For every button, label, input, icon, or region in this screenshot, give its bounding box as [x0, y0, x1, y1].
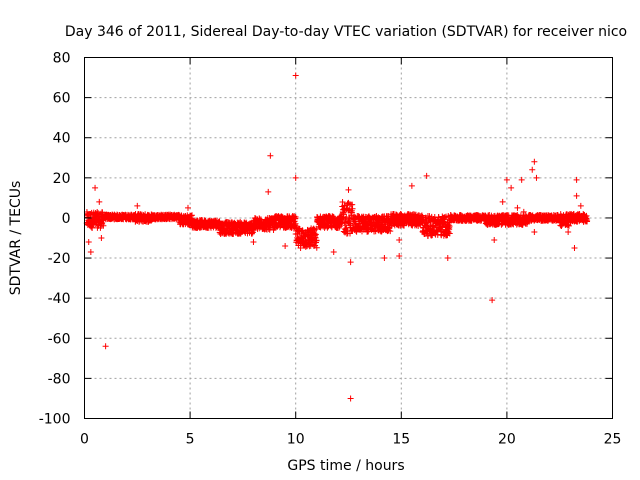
outlier-point	[520, 208, 527, 215]
band-point	[313, 244, 320, 251]
outlier-point	[330, 249, 337, 256]
band-point	[335, 224, 342, 231]
outlier-point	[499, 198, 506, 205]
y-tick-label: 40	[53, 131, 71, 147]
chart-title: Day 346 of 2011, Sidereal Day-to-day VTE…	[65, 24, 627, 40]
y-tick-label: 80	[53, 51, 71, 67]
band-point	[339, 215, 346, 222]
band-point	[265, 225, 272, 232]
outlier-point	[347, 395, 354, 402]
outlier-point	[87, 249, 94, 256]
outlier-point	[531, 158, 538, 165]
outlier-point	[292, 72, 299, 79]
band-point	[313, 237, 320, 244]
outlier-point	[347, 259, 354, 266]
band-point	[292, 214, 299, 221]
outlier-point	[184, 204, 191, 211]
outlier-point	[292, 174, 299, 181]
outlier-point	[571, 245, 578, 252]
x-tick-label: 20	[498, 432, 516, 448]
outlier-point	[85, 239, 92, 246]
outlier-point	[396, 253, 403, 260]
outlier-point	[489, 297, 496, 304]
x-tick-label: 15	[392, 432, 410, 448]
outlier-point	[282, 243, 289, 250]
y-tick-label: -80	[48, 371, 71, 387]
band-point	[340, 211, 347, 218]
outlier-point	[345, 186, 352, 193]
outlier-point	[265, 188, 272, 195]
plot-frame	[84, 57, 613, 419]
outlier-point	[102, 343, 109, 350]
outlier-point	[134, 202, 141, 209]
x-tick-label: 25	[604, 432, 622, 448]
band-point	[445, 229, 452, 236]
outlier-point	[444, 255, 451, 262]
outlier-point	[267, 152, 274, 159]
band-point	[349, 205, 356, 212]
x-tick-label: 0	[80, 432, 89, 448]
outlier-point	[531, 228, 538, 235]
outlier-point	[396, 237, 403, 244]
band-point	[348, 209, 355, 216]
band-point	[339, 199, 346, 206]
outlier-point	[573, 176, 580, 183]
grid	[84, 57, 613, 419]
band-point	[446, 223, 453, 230]
band-point	[584, 217, 591, 224]
band-point	[565, 222, 572, 229]
y-axis-label: SDTVAR / TECUs	[8, 181, 24, 296]
x-tick-label: 5	[186, 432, 195, 448]
data-points	[83, 72, 591, 402]
y-tick-label: 60	[53, 91, 71, 107]
band-point	[187, 212, 194, 219]
x-axis-label: GPS time / hours	[287, 458, 404, 474]
y-tick-label: -40	[48, 291, 71, 307]
outlier-point	[508, 184, 515, 191]
outlier-point	[503, 176, 510, 183]
outlier-point	[92, 184, 99, 191]
band-point	[188, 212, 195, 219]
band-point	[387, 228, 394, 235]
outlier-point	[565, 228, 572, 235]
outlier-point	[514, 204, 521, 211]
band-point	[291, 222, 298, 229]
y-tick-label: -60	[48, 331, 71, 347]
outlier-point	[96, 198, 103, 205]
outlier-point	[529, 166, 536, 173]
outlier-point	[518, 176, 525, 183]
band-point	[446, 230, 453, 237]
outlier-point	[491, 237, 498, 244]
y-tick-label: 0	[62, 211, 71, 227]
outlier-point	[250, 239, 257, 246]
y-tick-label: -20	[48, 251, 71, 267]
band-point	[347, 230, 354, 237]
outlier-point	[423, 172, 430, 179]
band-point	[428, 223, 435, 230]
outlier-point	[577, 202, 584, 209]
outlier-point	[408, 182, 415, 189]
band-point	[312, 231, 319, 238]
y-tick-label: 20	[53, 171, 71, 187]
axis-ticks: -100 -80 -60 -40 -20 0 20 40 60 80 0 5 10 15 20 25	[39, 51, 622, 448]
x-tick-label: 10	[287, 432, 305, 448]
band-point	[100, 222, 107, 229]
band-point	[441, 214, 448, 221]
outlier-point	[98, 235, 105, 241]
outlier-point	[381, 255, 388, 262]
outlier-point	[573, 192, 580, 199]
y-tick-label: -100	[39, 412, 71, 428]
outlier-point	[533, 174, 540, 181]
